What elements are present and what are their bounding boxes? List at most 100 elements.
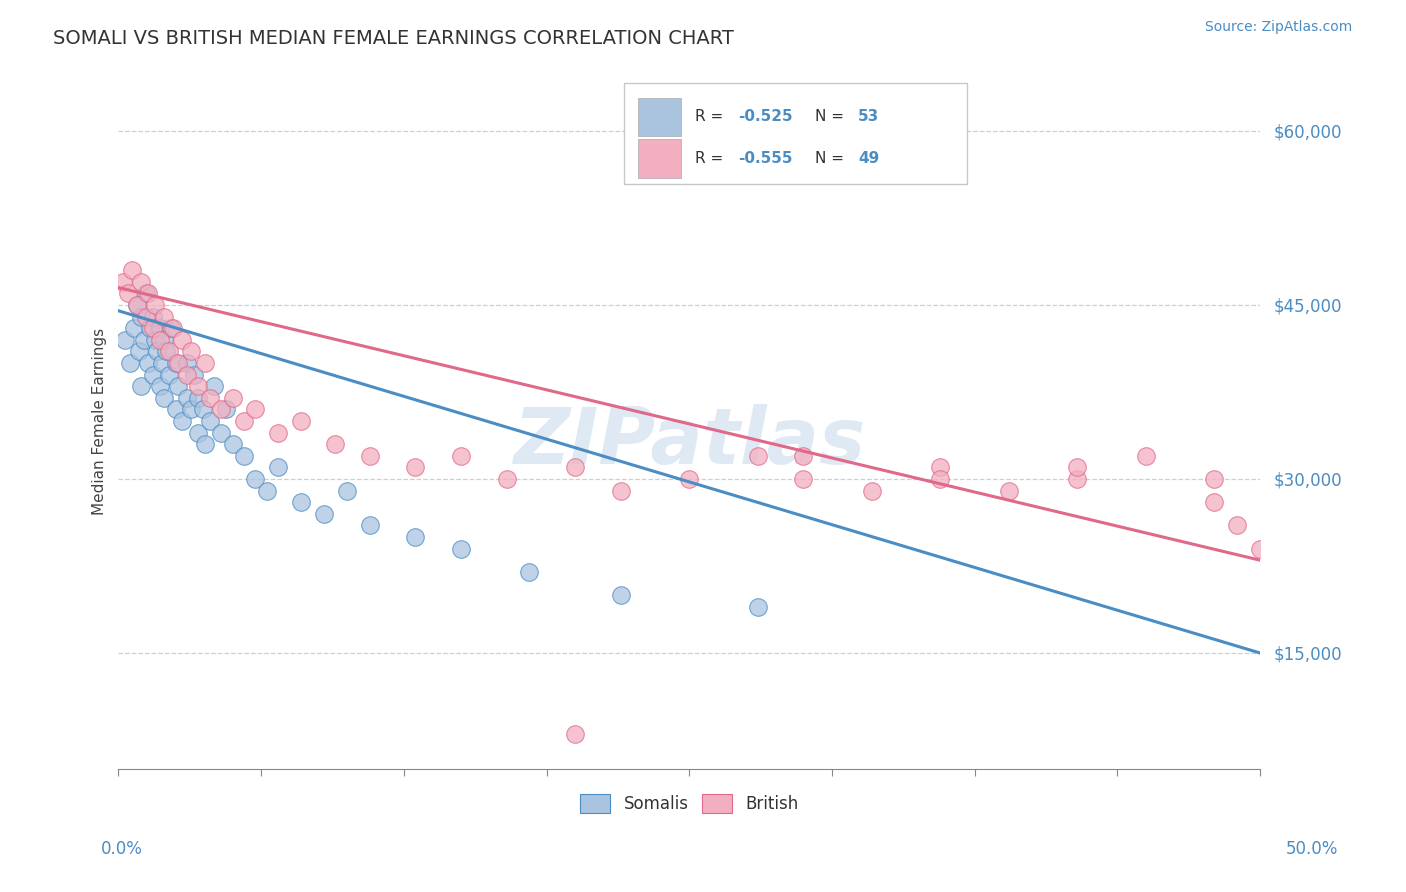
Point	[678, 472, 700, 486]
Point	[209, 425, 232, 440]
Point	[245, 472, 267, 486]
Text: 50.0%: 50.0%	[1286, 840, 1339, 858]
Point	[747, 449, 769, 463]
Point	[111, 275, 134, 289]
Point	[325, 437, 347, 451]
Point	[148, 321, 170, 335]
Point	[792, 472, 814, 486]
Point	[215, 402, 238, 417]
Point	[172, 333, 194, 347]
Point	[1204, 495, 1226, 509]
Text: 49: 49	[858, 151, 879, 166]
Point	[129, 275, 152, 289]
Text: R =: R =	[695, 151, 728, 166]
Point	[359, 449, 381, 463]
Point	[180, 402, 202, 417]
Point	[129, 310, 152, 324]
Point	[860, 483, 883, 498]
Point	[153, 391, 176, 405]
Text: ZIPatlas: ZIPatlas	[513, 404, 865, 480]
Point	[148, 333, 170, 347]
Point	[929, 460, 952, 475]
Point	[792, 449, 814, 463]
Point	[162, 321, 184, 335]
Point	[245, 402, 267, 417]
Point	[198, 391, 221, 405]
Text: -0.555: -0.555	[738, 151, 793, 166]
Point	[165, 402, 187, 417]
Point	[267, 460, 290, 475]
Point	[118, 356, 141, 370]
Point	[150, 356, 173, 370]
Point	[336, 483, 359, 498]
Point	[125, 298, 148, 312]
Point	[256, 483, 278, 498]
Point	[233, 414, 256, 428]
Point	[747, 599, 769, 614]
Point	[450, 541, 472, 556]
Point	[143, 333, 166, 347]
Text: SOMALI VS BRITISH MEDIAN FEMALE EARNINGS CORRELATION CHART: SOMALI VS BRITISH MEDIAN FEMALE EARNINGS…	[53, 29, 734, 48]
Point	[160, 321, 183, 335]
Point	[1204, 472, 1226, 486]
Text: N =: N =	[814, 151, 849, 166]
Text: Source: ZipAtlas.com: Source: ZipAtlas.com	[1205, 20, 1353, 34]
Point	[404, 530, 426, 544]
Point	[136, 356, 159, 370]
Point	[139, 321, 162, 335]
Point	[155, 344, 177, 359]
Point	[1066, 460, 1088, 475]
Point	[165, 356, 187, 370]
Point	[1066, 472, 1088, 486]
Point	[564, 460, 586, 475]
Point	[125, 298, 148, 312]
Point	[359, 518, 381, 533]
Point	[176, 356, 198, 370]
Point	[1135, 449, 1157, 463]
Bar	[638, 139, 682, 178]
Point	[194, 356, 217, 370]
FancyBboxPatch shape	[624, 84, 966, 185]
Point	[176, 368, 198, 382]
Point	[312, 507, 335, 521]
Point	[221, 391, 243, 405]
Point	[495, 472, 517, 486]
Point	[187, 379, 209, 393]
Point	[290, 495, 312, 509]
Point	[157, 368, 180, 382]
Point	[609, 483, 631, 498]
Point	[142, 310, 165, 324]
Point	[221, 437, 243, 451]
Point	[404, 460, 426, 475]
Point	[142, 368, 165, 382]
Point	[143, 298, 166, 312]
Point	[142, 321, 165, 335]
Point	[267, 425, 290, 440]
Point	[209, 402, 232, 417]
Point	[146, 344, 169, 359]
Text: N =: N =	[814, 110, 849, 124]
Point	[1226, 518, 1249, 533]
Point	[176, 391, 198, 405]
Point	[153, 310, 176, 324]
Point	[114, 333, 136, 347]
Point	[187, 425, 209, 440]
Point	[290, 414, 312, 428]
Text: R =: R =	[695, 110, 728, 124]
Point	[132, 333, 155, 347]
Legend: Somalis, British: Somalis, British	[574, 788, 806, 820]
Point	[564, 727, 586, 741]
Text: 0.0%: 0.0%	[101, 840, 143, 858]
Point	[135, 286, 157, 301]
Point	[153, 333, 176, 347]
Point	[519, 565, 541, 579]
Point	[166, 379, 188, 393]
Point	[172, 414, 194, 428]
Text: -0.525: -0.525	[738, 110, 793, 124]
Point	[124, 321, 146, 335]
Point	[233, 449, 256, 463]
Point	[929, 472, 952, 486]
Point	[450, 449, 472, 463]
Point	[187, 391, 209, 405]
Point	[180, 344, 202, 359]
